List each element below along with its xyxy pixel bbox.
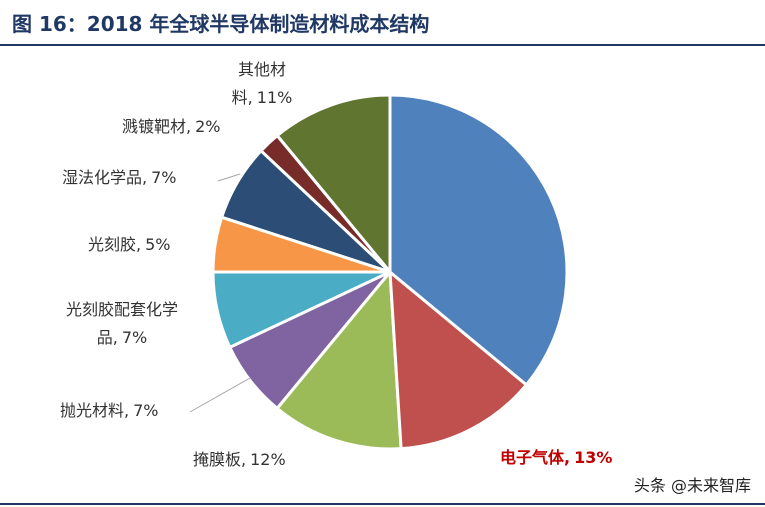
bottom-rule xyxy=(0,503,765,505)
slice-label: 光刻胶, 5% xyxy=(88,231,170,259)
slice-label: 抛光材料, 7% xyxy=(60,397,158,425)
category-label: 光刻胶配套化学品, xyxy=(65,300,178,347)
value-label: 7% xyxy=(133,401,159,420)
chart-title: 图 16：2018 年全球半导体制造材料成本结构 xyxy=(12,12,430,36)
pie-slice xyxy=(275,93,392,277)
category-label: 光刻胶, xyxy=(88,235,142,254)
leader-line xyxy=(189,377,251,413)
category-label: 电子气体, xyxy=(500,448,571,467)
watermark: 头条 @未来智库 xyxy=(633,476,751,495)
category-label: 掩膜板, xyxy=(193,450,247,469)
slice-label: 湿法化学品, 7% xyxy=(62,164,176,192)
pie-slice xyxy=(388,93,569,387)
value-label: 11% xyxy=(256,88,293,107)
slice-label: 其他材料, 11% xyxy=(222,56,302,112)
value-label: 2% xyxy=(195,117,221,136)
pie-slice xyxy=(388,268,529,451)
pie-slice xyxy=(275,268,403,451)
category-label: 溅镀靶材, xyxy=(122,117,192,136)
category-label: 抛光材料, xyxy=(60,401,130,420)
leader-line xyxy=(217,173,241,182)
slice-label: 掩膜板, 12% xyxy=(193,446,286,474)
value-label: 12% xyxy=(250,450,286,469)
value-label: 5% xyxy=(145,235,171,254)
value-label: 13% xyxy=(574,448,613,467)
slice-label: 溅镀靶材, 2% xyxy=(122,113,220,141)
slice-label: 光刻胶配套化学品, 7% xyxy=(62,296,182,352)
category-label: 其他材料, xyxy=(231,60,286,107)
value-label: 7% xyxy=(151,168,177,187)
category-label: 湿法化学品, xyxy=(62,168,148,187)
value-label: 7% xyxy=(121,328,148,347)
slice-label: 电子气体, 13% xyxy=(500,444,612,472)
title-rule xyxy=(0,44,765,46)
